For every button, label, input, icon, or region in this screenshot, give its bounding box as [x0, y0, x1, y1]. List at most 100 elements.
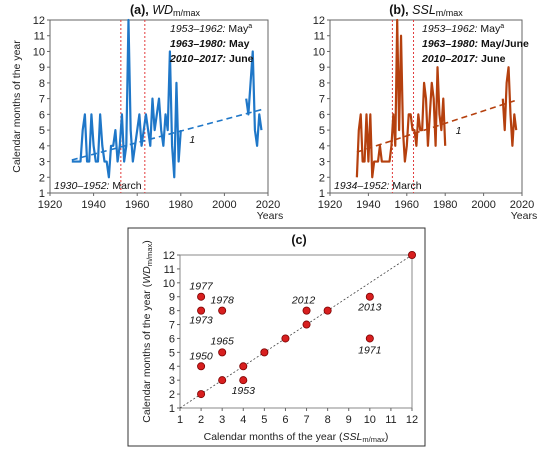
x-tick-label: 1980 — [169, 199, 193, 211]
x-tick-label: 3 — [219, 414, 225, 426]
y-tick-label: 2 — [169, 389, 175, 401]
y-tick-label: 1 — [169, 403, 175, 415]
scatter-point — [218, 348, 227, 357]
scatter-point — [323, 306, 332, 315]
point-year-label: 1973 — [189, 315, 213, 327]
y-tick-label: 11 — [164, 264, 175, 276]
series-line-2 — [501, 66, 518, 147]
scatter-point — [239, 362, 248, 371]
trend-line — [71, 108, 262, 161]
y-tick-label: 6 — [39, 109, 45, 121]
point-year-label: 1978 — [211, 295, 235, 307]
plot-frame — [49, 19, 269, 194]
y-tick-label: 10 — [313, 46, 325, 58]
y-tick-label: 4 — [39, 141, 45, 153]
period-annotation: 1953–1962: Maya — [170, 23, 252, 35]
y-tick-label: 6 — [169, 333, 175, 345]
trend-line — [356, 99, 517, 153]
period-annotation: 2010–2017: June — [169, 53, 254, 65]
point-year-label: 1971 — [358, 344, 381, 356]
period-annotation: 1963–1980: May — [170, 38, 250, 50]
x-tick-label: 1960 — [125, 199, 149, 211]
y-tick-label: 4 — [319, 141, 325, 153]
x-tick-label: 2 — [198, 414, 204, 426]
period-annotation: 2010–2017: June — [421, 53, 506, 65]
y-tick-label: 3 — [39, 157, 45, 169]
x-tick-label: 9 — [346, 414, 352, 426]
scatter-point — [218, 306, 227, 315]
point-year-label: 2013 — [357, 302, 382, 314]
x-tick-label: 2020 — [510, 199, 534, 211]
scatter-point — [407, 250, 416, 259]
y-tick-label: 12 — [163, 250, 175, 262]
y-tick-label: 10 — [33, 46, 45, 58]
y-axis-label: Calendar months of the year (WDm/max) — [141, 240, 154, 422]
point-year-label: 1953 — [232, 385, 256, 397]
y-tick-label: 10 — [163, 278, 175, 290]
y-tick-label: 2 — [39, 172, 45, 184]
y-tick-label: 3 — [319, 157, 325, 169]
scatter-point — [260, 348, 269, 357]
scatter-point — [365, 292, 374, 301]
y-tick-label: 7 — [39, 94, 45, 106]
x-tick-label: 6 — [282, 414, 288, 426]
y-tick-label: 8 — [319, 78, 325, 90]
point-year-label: 1965 — [211, 335, 235, 347]
plot-frame — [329, 19, 523, 194]
x-tick-label: 2020 — [256, 199, 280, 211]
y-tick-label: 2 — [319, 172, 325, 184]
x-tick-label: 1920 — [318, 199, 342, 211]
x-tick-label: 10 — [364, 414, 376, 426]
x-axis-label: Years — [257, 210, 283, 222]
x-tick-label: 1940 — [356, 199, 380, 211]
point-year-label: 1950 — [189, 350, 213, 362]
series-line-1 — [355, 18, 447, 179]
point-year-label: 1977 — [189, 281, 214, 293]
baseline-period-note: 1930–1952: March — [54, 180, 142, 192]
scatter-point — [281, 334, 290, 343]
y-tick-label: 9 — [169, 292, 175, 304]
scatter-point — [197, 292, 206, 301]
x-axis-label: Calendar months of the year (SSLm/max) — [204, 431, 389, 444]
panel-border — [127, 227, 426, 447]
x-tick-label: 5 — [261, 414, 267, 426]
y-tick-label: 5 — [319, 125, 325, 137]
y-tick-label: 8 — [169, 306, 175, 318]
scatter-point — [218, 376, 227, 385]
period-annotation: 1953–1962: Maya — [422, 23, 504, 35]
panel-title: (a), WDm/max — [130, 3, 201, 18]
y-tick-label: 7 — [169, 320, 175, 332]
scatter-point — [239, 376, 248, 385]
trend-label: 1 — [456, 125, 462, 137]
x-tick-label: 1960 — [395, 199, 419, 211]
x-tick-label: 1940 — [81, 199, 105, 211]
y-tick-label: 12 — [33, 15, 45, 27]
y-tick-label: 3 — [169, 375, 175, 387]
y-tick-label: 6 — [319, 109, 325, 121]
series-line-2 — [245, 50, 263, 147]
x-tick-label: 11 — [385, 414, 396, 426]
x-tick-label: 2000 — [212, 199, 236, 211]
y-tick-label: 1 — [39, 188, 45, 200]
y-tick-label: 11 — [34, 31, 45, 43]
scatter-point — [302, 306, 311, 315]
x-tick-label: 12 — [406, 414, 418, 426]
scatter-point — [197, 306, 206, 315]
x-tick-label: 1980 — [433, 199, 457, 211]
y-tick-label: 11 — [314, 31, 325, 43]
series-line-1 — [71, 18, 182, 179]
baseline-period-note: 1934–1952: March — [334, 180, 422, 192]
y-tick-label: 4 — [169, 361, 175, 373]
trend-label: 1 — [189, 134, 195, 146]
identity-line — [179, 254, 413, 409]
plot-frame — [179, 254, 413, 409]
y-tick-label: 7 — [319, 94, 325, 106]
x-axis-label: Years — [511, 210, 537, 222]
y-tick-label: 1 — [319, 188, 325, 200]
y-tick-label: 12 — [313, 15, 325, 27]
scatter-point — [197, 362, 206, 371]
